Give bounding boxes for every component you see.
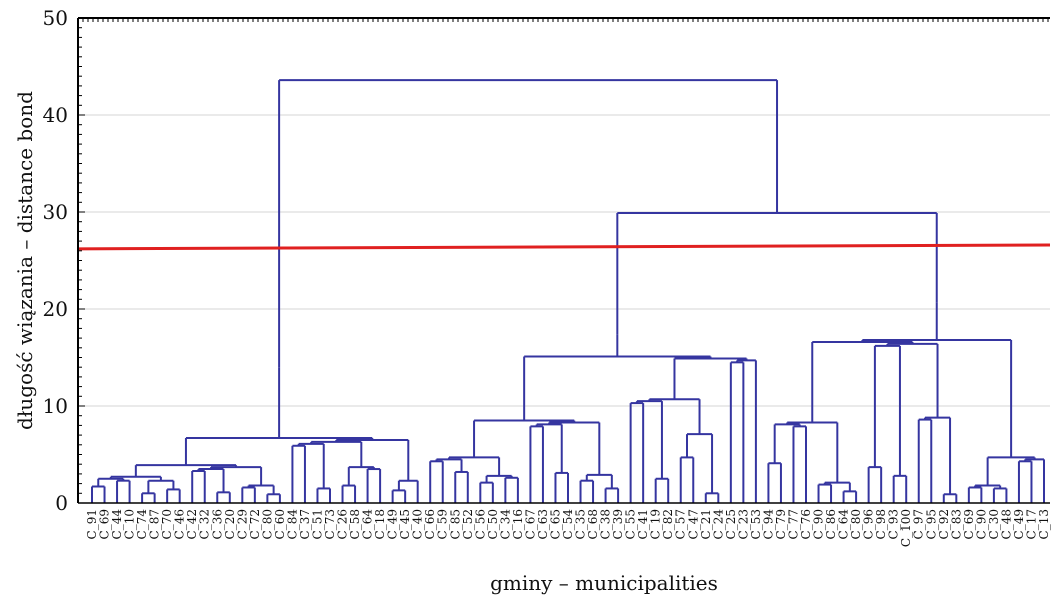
leaf-label: C_91 <box>85 509 99 539</box>
leaf-label: C_48 <box>999 509 1013 539</box>
leaf-label: C_47 <box>686 509 700 539</box>
leaf-label: C_92 <box>937 509 951 539</box>
leaf-label: C_13 <box>1037 509 1051 539</box>
leaf-label: C_90 <box>974 509 988 539</box>
y-tick-label: 10 <box>43 394 68 418</box>
leaf-label: C_96 <box>862 509 876 539</box>
leaf-label: C_67 <box>523 509 537 539</box>
leaf-label: C_45 <box>398 509 412 539</box>
leaf-label: C_86 <box>824 509 838 539</box>
leaf-label: C_24 <box>711 509 725 540</box>
leaf-label: C_56 <box>473 509 487 539</box>
leaf-label: C_49 <box>386 509 400 539</box>
leaf-label: C_64 <box>361 509 375 540</box>
leaf-label: C_36 <box>210 509 224 539</box>
leaf-label: C_18 <box>373 509 387 539</box>
leaf-label: C_64 <box>837 509 851 540</box>
leaf-label: C_10 <box>123 509 137 539</box>
leaf-label: C_100 <box>899 509 913 547</box>
leaf-label: C_59 <box>436 509 450 539</box>
gridlines <box>78 114 1050 407</box>
leaf-label: C_40 <box>411 509 425 539</box>
leaf-label: C_52 <box>461 509 475 539</box>
leaf-label: C_85 <box>448 509 462 539</box>
leaf-label: C_30 <box>987 509 1001 539</box>
leaf-label: C_80 <box>849 509 863 539</box>
leaf-label: C_35 <box>574 509 588 539</box>
leaf-label: C_19 <box>649 509 663 539</box>
leaf-label: C_95 <box>924 509 938 539</box>
y-tick-label: 50 <box>43 6 68 30</box>
leaf-label: C_70 <box>160 509 174 539</box>
leaf-label: C_94 <box>761 509 775 540</box>
leaf-label: C_23 <box>736 509 750 539</box>
leaf-label: C_17 <box>1024 509 1038 539</box>
leaf-label: C_16 <box>511 509 525 539</box>
leaf-label: C_84 <box>285 509 299 540</box>
x-axis-title: gminy – municipalities <box>490 571 718 595</box>
leaf-label: C_72 <box>248 509 262 539</box>
cut-line <box>77 243 1051 251</box>
y-tick-labels: 0 10 20 30 40 50 <box>43 6 68 515</box>
leaf-label: C_58 <box>348 509 362 539</box>
leaf-label: C_66 <box>423 509 437 539</box>
leaf-label: C_38 <box>599 509 613 539</box>
leaf-label: C_57 <box>674 509 688 539</box>
leaf-label: C_50 <box>486 509 500 539</box>
leaf-label: C_90 <box>812 509 826 539</box>
leaf-label: C_69 <box>98 509 112 539</box>
leaf-label: C_29 <box>235 509 249 539</box>
leaf-label: C_73 <box>323 509 337 539</box>
leaf-label: C_21 <box>699 509 713 539</box>
leaf-label: C_80 <box>260 509 274 539</box>
y-tick-label: 30 <box>43 200 68 224</box>
leaf-label: C_83 <box>949 509 963 539</box>
leaf-label: C_74 <box>135 509 149 540</box>
leaf-label: C_60 <box>273 509 287 539</box>
y-tick-label: 40 <box>43 103 68 127</box>
leaf-label: C_42 <box>185 509 199 539</box>
leaf-label: C_26 <box>336 509 350 539</box>
leaf-label: C_39 <box>611 509 625 539</box>
leaf-label: C_65 <box>548 509 562 539</box>
leaf-label: C_68 <box>586 509 600 539</box>
y-axis-title: długość wiązania – distance bond <box>13 91 37 430</box>
leaf-label: C_93 <box>887 509 901 539</box>
leaf-label: C_97 <box>912 509 926 539</box>
leaf-label: C_87 <box>148 509 162 539</box>
leaf-label: C_25 <box>724 509 738 539</box>
leaf-label: C_55 <box>624 509 638 539</box>
leaf-label: C_53 <box>749 509 763 539</box>
leaf-label: C_69 <box>962 509 976 539</box>
leaf-label: C_76 <box>799 509 813 539</box>
leaf-label: C_44 <box>110 509 124 540</box>
axes <box>77 17 1050 504</box>
leaf-label: C_82 <box>661 509 675 539</box>
y-tick-label: 0 <box>55 491 68 515</box>
leaf-label: C_51 <box>310 509 324 539</box>
leaf-label: C_46 <box>173 509 187 539</box>
leaf-label: C_20 <box>223 509 237 539</box>
leaf-label: C_49 <box>1012 509 1026 539</box>
leaf-label: C_63 <box>536 509 550 539</box>
leaf-label: C_32 <box>198 509 212 539</box>
leaf-labels: C_91C_69C_44C_10C_74C_87C_70C_46C_42C_32… <box>85 509 1051 547</box>
leaf-label: C_79 <box>774 509 788 539</box>
leaf-label: C_77 <box>786 509 800 539</box>
leaf-label: C_37 <box>298 509 312 539</box>
leaf-label: C_34 <box>498 509 512 540</box>
leaf-label: C_54 <box>561 509 575 540</box>
dendrogram-links <box>91 79 1045 503</box>
leaf-label: C_41 <box>636 509 650 539</box>
leaf-label: C_98 <box>874 509 888 539</box>
y-tick-label: 20 <box>43 297 68 321</box>
